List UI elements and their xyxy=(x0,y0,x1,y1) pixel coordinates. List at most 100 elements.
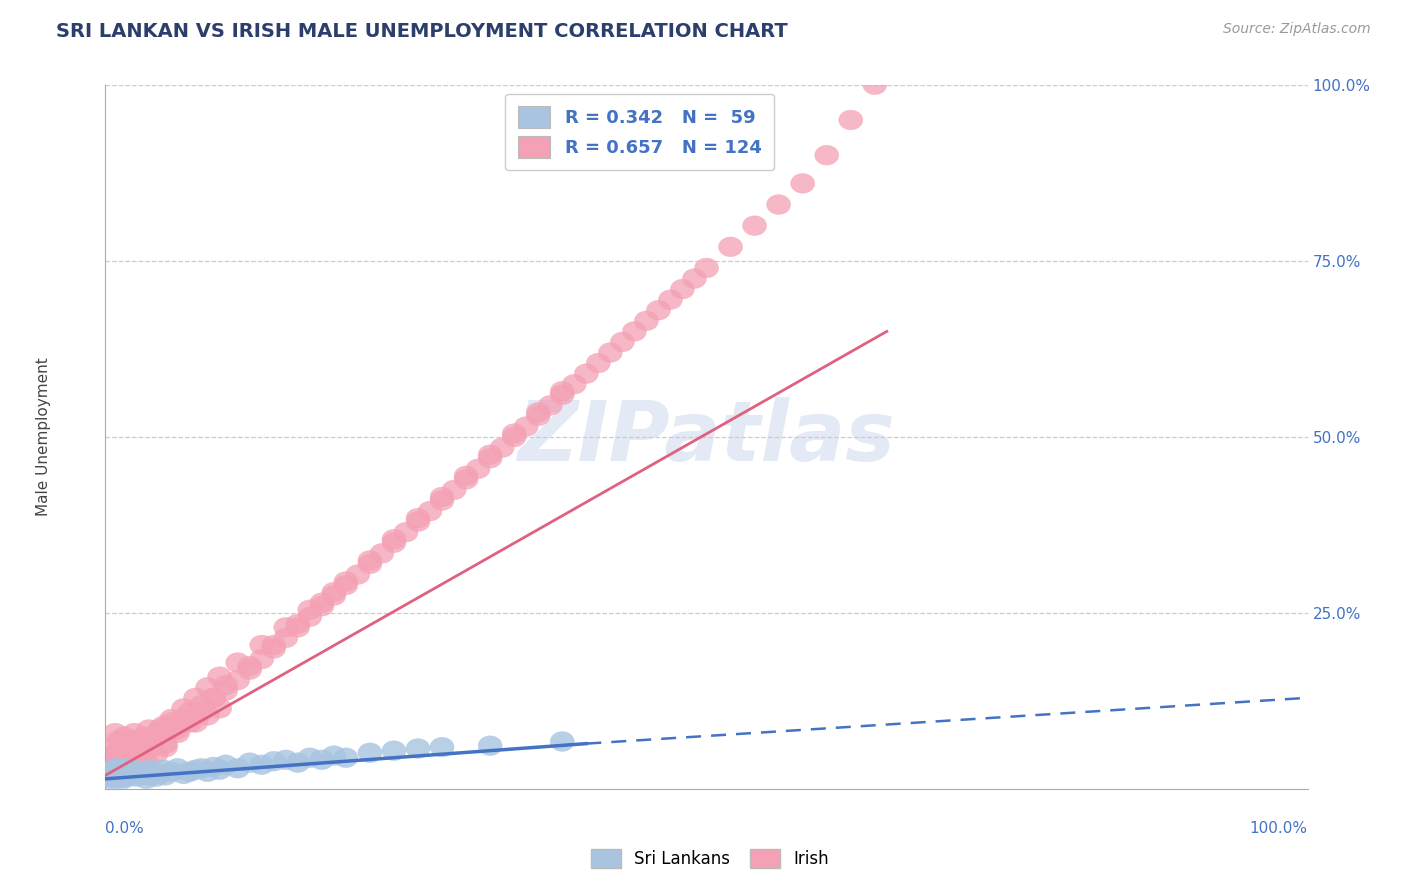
Ellipse shape xyxy=(110,762,134,781)
Ellipse shape xyxy=(98,769,122,789)
Ellipse shape xyxy=(153,734,177,754)
Ellipse shape xyxy=(142,731,166,750)
Ellipse shape xyxy=(177,713,201,732)
Ellipse shape xyxy=(430,738,454,757)
Ellipse shape xyxy=(104,769,128,789)
Ellipse shape xyxy=(262,639,285,658)
Ellipse shape xyxy=(195,677,219,698)
Ellipse shape xyxy=(550,731,574,751)
Ellipse shape xyxy=(166,723,190,743)
Ellipse shape xyxy=(250,649,274,669)
Ellipse shape xyxy=(359,743,382,763)
Ellipse shape xyxy=(574,364,599,384)
Ellipse shape xyxy=(238,657,262,676)
Ellipse shape xyxy=(839,110,863,130)
Ellipse shape xyxy=(97,747,121,768)
Ellipse shape xyxy=(132,764,156,784)
Ellipse shape xyxy=(225,653,250,673)
Ellipse shape xyxy=(742,216,766,235)
Ellipse shape xyxy=(105,740,129,761)
Ellipse shape xyxy=(98,762,122,781)
Ellipse shape xyxy=(406,508,430,528)
Ellipse shape xyxy=(274,617,298,637)
Ellipse shape xyxy=(111,744,135,764)
Ellipse shape xyxy=(863,75,887,95)
Ellipse shape xyxy=(101,744,127,764)
Ellipse shape xyxy=(148,723,172,743)
Ellipse shape xyxy=(190,695,214,714)
Ellipse shape xyxy=(238,660,262,680)
Ellipse shape xyxy=(201,688,225,707)
Ellipse shape xyxy=(135,769,159,789)
Ellipse shape xyxy=(124,740,148,761)
Ellipse shape xyxy=(172,764,195,784)
Ellipse shape xyxy=(100,738,124,757)
Ellipse shape xyxy=(184,760,208,780)
Ellipse shape xyxy=(322,746,346,765)
Ellipse shape xyxy=(122,760,146,780)
Ellipse shape xyxy=(201,688,225,707)
Ellipse shape xyxy=(112,727,136,747)
Ellipse shape xyxy=(159,713,184,732)
Ellipse shape xyxy=(382,529,406,549)
Ellipse shape xyxy=(143,744,167,764)
Ellipse shape xyxy=(103,758,127,778)
Ellipse shape xyxy=(309,593,333,613)
Ellipse shape xyxy=(100,762,124,781)
Ellipse shape xyxy=(214,755,238,774)
Ellipse shape xyxy=(441,480,465,500)
Ellipse shape xyxy=(214,681,238,700)
Ellipse shape xyxy=(139,765,163,785)
Ellipse shape xyxy=(184,688,208,707)
Ellipse shape xyxy=(115,740,139,761)
Ellipse shape xyxy=(322,582,346,602)
Ellipse shape xyxy=(599,343,623,362)
Ellipse shape xyxy=(103,723,127,743)
Ellipse shape xyxy=(101,755,125,774)
Ellipse shape xyxy=(478,445,502,465)
Ellipse shape xyxy=(114,747,138,768)
Ellipse shape xyxy=(135,751,159,771)
Text: SRI LANKAN VS IRISH MALE UNEMPLOYMENT CORRELATION CHART: SRI LANKAN VS IRISH MALE UNEMPLOYMENT CO… xyxy=(56,22,787,41)
Ellipse shape xyxy=(225,670,250,690)
Ellipse shape xyxy=(526,406,550,425)
Ellipse shape xyxy=(298,599,322,620)
Ellipse shape xyxy=(250,755,274,774)
Ellipse shape xyxy=(105,764,129,784)
Ellipse shape xyxy=(333,747,359,768)
Ellipse shape xyxy=(110,734,134,754)
Ellipse shape xyxy=(208,667,232,687)
Ellipse shape xyxy=(108,751,132,771)
Ellipse shape xyxy=(515,417,538,436)
Ellipse shape xyxy=(143,767,167,787)
Ellipse shape xyxy=(159,709,184,729)
Ellipse shape xyxy=(125,744,149,764)
Ellipse shape xyxy=(370,543,394,563)
Ellipse shape xyxy=(634,311,658,331)
Ellipse shape xyxy=(790,174,814,194)
Text: Male Unemployment: Male Unemployment xyxy=(37,358,52,516)
Ellipse shape xyxy=(623,321,647,342)
Ellipse shape xyxy=(142,762,166,781)
Ellipse shape xyxy=(478,449,502,468)
Ellipse shape xyxy=(117,731,141,750)
Ellipse shape xyxy=(274,628,298,648)
Ellipse shape xyxy=(225,758,250,778)
Ellipse shape xyxy=(114,764,138,784)
Ellipse shape xyxy=(285,614,309,633)
Text: Source: ZipAtlas.com: Source: ZipAtlas.com xyxy=(1223,22,1371,37)
Ellipse shape xyxy=(104,758,128,778)
Text: ZIPatlas: ZIPatlas xyxy=(517,397,896,477)
Ellipse shape xyxy=(285,617,309,637)
Text: 100.0%: 100.0% xyxy=(1250,822,1308,836)
Ellipse shape xyxy=(359,554,382,574)
Ellipse shape xyxy=(359,550,382,570)
Ellipse shape xyxy=(214,675,238,695)
Ellipse shape xyxy=(333,575,359,595)
Ellipse shape xyxy=(153,765,177,785)
Ellipse shape xyxy=(346,565,370,584)
Ellipse shape xyxy=(166,720,190,739)
Ellipse shape xyxy=(766,194,790,214)
Ellipse shape xyxy=(108,767,132,787)
Ellipse shape xyxy=(129,765,153,785)
